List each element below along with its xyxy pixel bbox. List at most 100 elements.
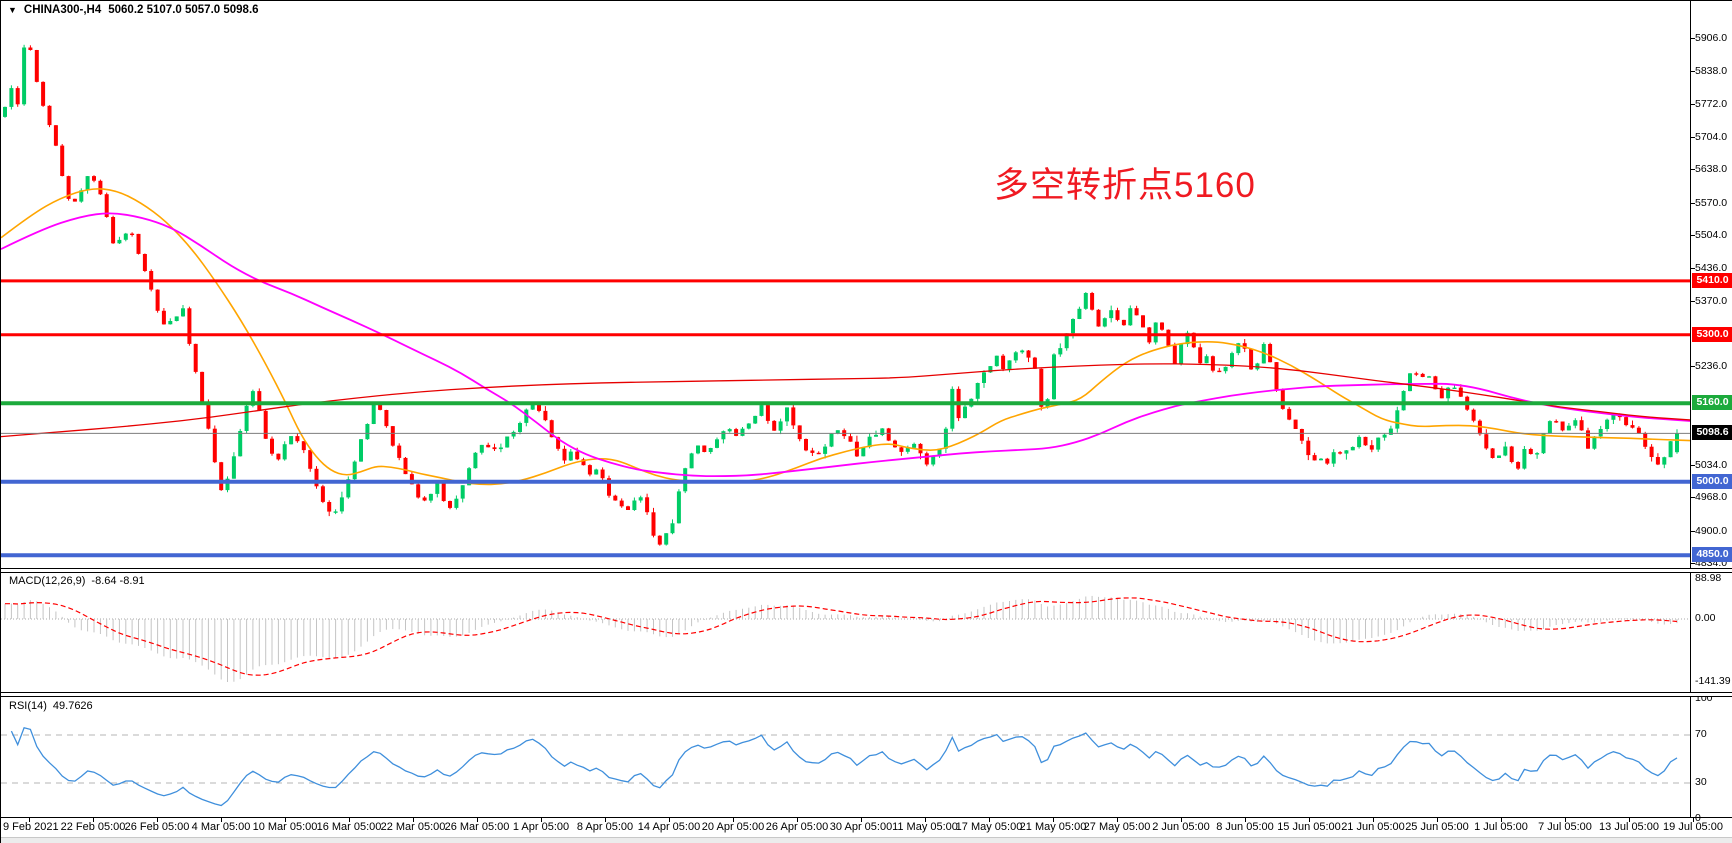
macd-values: -8.64 -8.91 bbox=[91, 575, 145, 587]
price-tick-label: 5838.0 bbox=[1695, 65, 1728, 77]
time-axis-label: 8 Jun 05:00 bbox=[1216, 821, 1274, 833]
candle-body bbox=[1090, 293, 1095, 310]
candle-body bbox=[219, 462, 224, 491]
candle-body bbox=[1592, 436, 1597, 449]
price-tick-mark bbox=[1691, 169, 1695, 170]
candle-body bbox=[79, 190, 84, 202]
price-tick-mark bbox=[1691, 203, 1695, 204]
candle-body bbox=[1528, 449, 1533, 454]
candle-body bbox=[1319, 458, 1323, 461]
candle-body bbox=[359, 439, 363, 462]
price-tick-label: 5704.0 bbox=[1695, 131, 1728, 143]
candle-body bbox=[1497, 455, 1501, 458]
candle-body bbox=[829, 433, 834, 447]
candle-body bbox=[327, 502, 332, 512]
candle-body bbox=[441, 483, 446, 501]
candle-body bbox=[371, 405, 376, 424]
time-axis-label: 7 Jul 05:00 bbox=[1538, 821, 1592, 833]
price-tick-label: 5638.0 bbox=[1695, 163, 1728, 175]
price-line-badge[interactable]: 5410.0 bbox=[1692, 273, 1732, 288]
time-tick-mark bbox=[157, 818, 158, 822]
symbol-dropdown-icon[interactable]: ▼ bbox=[8, 5, 17, 15]
candle-body bbox=[1541, 433, 1546, 454]
time-tick-mark bbox=[413, 818, 414, 822]
candle-body bbox=[1586, 430, 1590, 449]
macd-axis-label: 0.00 bbox=[1695, 612, 1716, 624]
candle-body bbox=[1134, 308, 1139, 316]
candle-body bbox=[486, 444, 491, 448]
candle-body bbox=[537, 404, 541, 411]
candle-body bbox=[708, 448, 713, 452]
ma-mid-magenta bbox=[1, 212, 1690, 478]
candle-body bbox=[1344, 450, 1349, 454]
candle-body bbox=[193, 343, 198, 372]
price-tick-mark bbox=[1691, 268, 1695, 269]
pane-splitter-rsi[interactable] bbox=[1, 692, 1732, 697]
ma-fast-orange bbox=[1, 188, 1690, 486]
rsi-label: RSI(14) bbox=[9, 700, 47, 712]
candle-body bbox=[1083, 293, 1088, 309]
main-chart-canvas[interactable] bbox=[1, 1, 1690, 568]
candle-body bbox=[1350, 447, 1355, 451]
candle-body bbox=[1198, 347, 1203, 364]
candle-body bbox=[295, 436, 300, 442]
time-tick-mark bbox=[1437, 818, 1438, 822]
bid-price-badge: 5098.6 bbox=[1692, 425, 1732, 440]
candle-body bbox=[587, 465, 592, 475]
candle-body bbox=[250, 391, 255, 406]
time-tick-mark bbox=[1053, 818, 1054, 822]
candle-body bbox=[943, 428, 948, 449]
candle-body bbox=[804, 439, 808, 451]
rsi-value: 49.7626 bbox=[52, 700, 93, 712]
time-tick-mark bbox=[1181, 818, 1182, 822]
price-line-badge[interactable]: 5160.0 bbox=[1692, 395, 1732, 410]
pane-splitter-macd[interactable] bbox=[1, 568, 1732, 573]
candle-body bbox=[428, 493, 433, 501]
candle-body bbox=[1306, 440, 1311, 456]
candle-body bbox=[1191, 332, 1196, 348]
candle-body bbox=[1490, 448, 1495, 458]
symbol-title: CHINA300-,H4 bbox=[23, 4, 102, 16]
candle-body bbox=[568, 451, 573, 461]
price-tick-mark bbox=[1691, 531, 1695, 532]
candle-body bbox=[778, 421, 783, 431]
price-line-badge[interactable]: 4850.0 bbox=[1692, 547, 1732, 562]
candle-body bbox=[1376, 437, 1381, 450]
time-tick-mark bbox=[1245, 818, 1246, 822]
price-line-badge[interactable]: 5000.0 bbox=[1692, 474, 1732, 489]
candle-body bbox=[1414, 373, 1419, 375]
candle-body bbox=[918, 443, 923, 454]
candle-body bbox=[41, 81, 46, 106]
candle-body bbox=[899, 447, 904, 452]
time-tick-mark bbox=[925, 818, 926, 822]
time-axis-label: 16 Mar 05:00 bbox=[316, 821, 382, 833]
candle-body bbox=[1185, 332, 1190, 345]
candle-body bbox=[1401, 391, 1406, 411]
candle-body bbox=[1662, 457, 1667, 465]
candle-body bbox=[270, 438, 274, 454]
candle-body bbox=[181, 308, 185, 317]
candle-body bbox=[1179, 344, 1184, 364]
price-tick-label: 5370.0 bbox=[1695, 295, 1728, 307]
candle-body bbox=[212, 428, 217, 463]
candle-body bbox=[308, 450, 313, 469]
price-line-badge[interactable]: 5300.0 bbox=[1692, 327, 1732, 342]
rsi-canvas[interactable] bbox=[1, 697, 1690, 817]
time-axis-label: 26 Apr 05:00 bbox=[765, 821, 829, 833]
rsi-axis-label: 30 bbox=[1695, 776, 1707, 788]
candle-body bbox=[1503, 446, 1508, 456]
candle-body bbox=[187, 308, 192, 344]
candle-body bbox=[1395, 410, 1400, 429]
candle-body bbox=[1160, 322, 1164, 330]
candle-body bbox=[1420, 373, 1425, 377]
chart-text-annotation[interactable]: 多空转折点5160 bbox=[994, 166, 1256, 205]
time-tick-mark bbox=[1629, 818, 1630, 822]
candle-body bbox=[282, 444, 287, 460]
time-tick-mark bbox=[605, 818, 606, 822]
time-axis-label: 13 Jul 05:00 bbox=[1599, 821, 1659, 833]
candle-body bbox=[244, 405, 249, 431]
candle-body bbox=[676, 491, 681, 524]
candle-body bbox=[161, 310, 166, 325]
macd-canvas[interactable] bbox=[1, 573, 1690, 692]
